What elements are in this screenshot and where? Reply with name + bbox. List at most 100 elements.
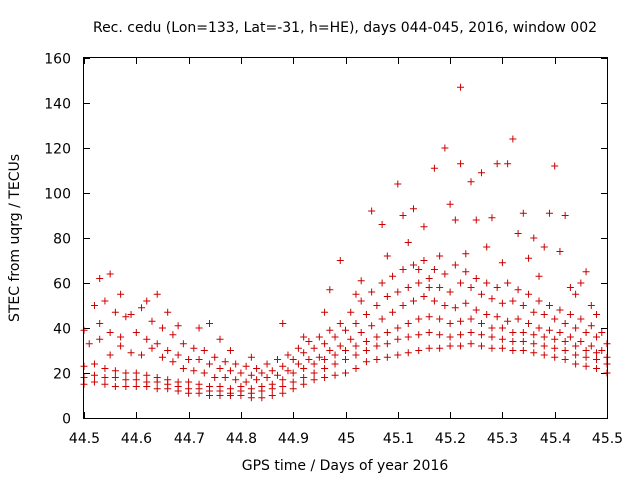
data-point: [545, 302, 553, 309]
data-point: [300, 374, 308, 381]
data-point: [242, 378, 250, 386]
data-point: [90, 302, 98, 309]
data-point: [493, 160, 501, 168]
data-point: [383, 353, 391, 361]
data-point: [582, 268, 590, 276]
data-point: [404, 333, 412, 341]
data-point: [430, 297, 438, 305]
data-point: [362, 311, 370, 318]
data-point: [498, 335, 506, 343]
data-point: [425, 275, 433, 282]
data-point: [582, 362, 590, 370]
data-point: [551, 335, 559, 343]
data-point: [132, 369, 140, 377]
data-point: [101, 297, 109, 305]
data-point: [258, 369, 266, 377]
data-point: [446, 320, 454, 327]
data-point: [321, 374, 329, 381]
data-point: [394, 180, 402, 188]
data-point: [143, 371, 151, 379]
data-point: [321, 365, 329, 372]
data-point: [101, 365, 109, 372]
data-point: [153, 290, 161, 298]
data-point: [190, 344, 198, 352]
data-point: [362, 338, 370, 345]
data-point: [101, 374, 109, 381]
data-point: [185, 385, 193, 393]
data-point: [90, 378, 98, 386]
data-point: [540, 351, 548, 359]
data-point: [383, 329, 391, 336]
data-point: [190, 367, 198, 375]
data-point: [284, 351, 292, 359]
data-point: [436, 315, 444, 323]
data-point: [96, 335, 104, 343]
data-point: [498, 344, 506, 352]
data-point: [200, 347, 208, 354]
data-point: [153, 340, 161, 348]
data-point: [488, 344, 496, 352]
x-tick-label: 45: [338, 431, 356, 447]
data-point: [509, 297, 517, 305]
data-point: [310, 376, 318, 384]
data-point: [368, 322, 376, 330]
data-point: [477, 342, 485, 350]
data-point: [274, 356, 282, 363]
data-point: [551, 344, 559, 352]
data-point: [467, 315, 475, 323]
data-point: [179, 340, 187, 348]
data-point: [404, 320, 412, 327]
data-point: [509, 329, 517, 336]
data-point: [477, 331, 485, 339]
data-point: [179, 365, 187, 372]
data-point: [593, 333, 601, 341]
data-point: [436, 284, 444, 291]
data-point: [174, 351, 182, 359]
data-point: [504, 317, 512, 325]
data-point: [535, 297, 543, 305]
data-point: [425, 313, 433, 321]
data-point: [446, 200, 454, 208]
data-point: [467, 284, 475, 291]
data-point: [598, 347, 606, 354]
data-point: [441, 302, 449, 309]
data-point: [509, 135, 517, 143]
data-point: [378, 315, 386, 323]
data-point: [169, 331, 177, 339]
data-point: [138, 304, 146, 312]
data-point: [488, 333, 496, 341]
data-point: [347, 335, 355, 343]
data-point: [206, 320, 214, 327]
data-point: [415, 331, 423, 339]
data-point: [509, 347, 517, 354]
data-point: [216, 365, 224, 372]
data-point: [504, 160, 512, 168]
data-point: [383, 293, 391, 300]
data-point: [420, 223, 428, 231]
data-point: [436, 331, 444, 339]
y-tick-label: 0: [62, 412, 71, 428]
data-point: [357, 297, 365, 305]
data-point: [415, 347, 423, 354]
data-point: [561, 338, 569, 345]
x-tick-label: 45.3: [487, 431, 518, 447]
data-point: [404, 284, 412, 291]
data-point: [111, 374, 119, 381]
data-point: [263, 360, 271, 368]
data-point: [232, 360, 240, 368]
data-point: [535, 324, 543, 332]
data-point: [164, 308, 172, 316]
data-point: [216, 335, 224, 343]
data-point: [404, 239, 412, 246]
data-point: [561, 212, 569, 219]
data-point: [598, 329, 606, 336]
data-point: [551, 162, 559, 170]
data-point: [551, 353, 559, 361]
data-point: [483, 243, 491, 251]
data-point: [545, 326, 553, 334]
data-point: [289, 369, 297, 377]
data-point: [462, 299, 470, 307]
y-tick-label: 20: [53, 367, 71, 383]
data-point: [226, 385, 234, 393]
data-point: [143, 335, 151, 343]
